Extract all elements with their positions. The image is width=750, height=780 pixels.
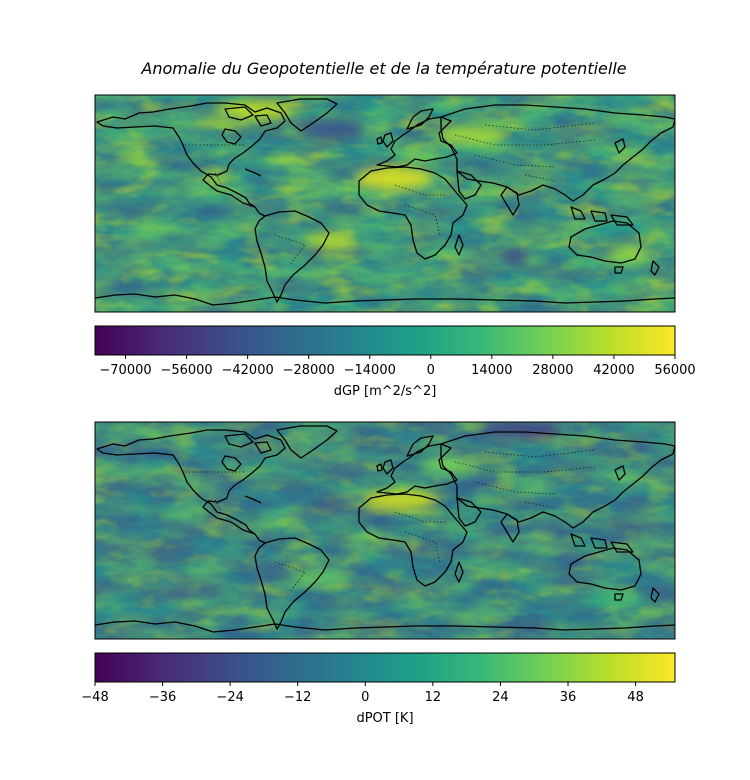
colorbar-dpot-tick-label: 24 (492, 690, 509, 705)
dpot-anomaly-southern-ocean (580, 592, 640, 608)
figure-title: Anomalie du Geopotentielle et de la temp… (140, 59, 626, 78)
dpot-anomaly-asia (480, 422, 560, 438)
colorbar-dgp-tick-label: 56000 (654, 363, 695, 378)
colorbar-dpot-label: dPOT [K] (356, 711, 413, 726)
dgp-anomaly-southern-ocean (501, 249, 529, 265)
colorbar-dgp-tick-label: −70000 (99, 363, 151, 378)
colorbar-dpot-tick-label: 0 (361, 690, 369, 705)
dgp-anomaly-sahara (355, 166, 435, 190)
colorbar-dgp-tick-label: 42000 (593, 363, 634, 378)
dgp-anomaly-arctic (215, 100, 295, 120)
colorbar-dgp-tick-label: −14000 (344, 363, 396, 378)
colorbar-dpot-tick-label: −12 (284, 690, 311, 705)
colorbar-dpot-tick-label: 48 (627, 690, 644, 705)
colorbar-dgp-tick-label: 14000 (471, 363, 512, 378)
colorbar-dgp: −70000 −56000 −42000 −28000 −14000 0 14000 2800… (94, 325, 696, 399)
colorbar-dgp-ticks: −70000 −56000 −42000 −28000 −14000 0 14000 2800… (99, 355, 696, 378)
dpot-anomaly-atlantic (308, 498, 352, 512)
colorbar-dpot-tick-label: 12 (425, 690, 442, 705)
dgp-anomaly-australia (608, 245, 652, 265)
map-panel-dgp (94, 94, 676, 313)
dgp-anomaly-europe-asia (435, 125, 505, 145)
colorbar-dgp-label: dGP [m^2/s^2] (334, 384, 437, 399)
dpot-anomaly-europe (420, 457, 480, 473)
map-panel-dpot (94, 421, 676, 640)
dgp-field-yellow-swirls (95, 95, 675, 312)
colorbar-dgp-tick-label: −42000 (222, 363, 274, 378)
map-frame-dpot (94, 421, 676, 640)
colorbar-dpot-tick-label: 36 (560, 690, 577, 705)
colorbar-dgp-tick-label: 28000 (532, 363, 573, 378)
colorbar-dgp-tick-label: −56000 (160, 363, 212, 378)
dgp-anomaly-south-pacific (304, 232, 356, 248)
colorbar-dpot: −48 −36 −24 −12 0 12 24 36 48 dPOT [K] (81, 652, 676, 726)
colorbar-dpot-tick-label: −36 (149, 690, 176, 705)
dgp-anomaly-north-atlantic (295, 120, 365, 140)
colorbar-dgp-tick-label: 0 (427, 363, 435, 378)
colorbar-dgp-gradient (94, 325, 676, 356)
colorbar-dpot-ticks: −48 −36 −24 −12 0 12 24 36 48 (81, 682, 644, 705)
map-frame-dgp (94, 94, 676, 313)
colorbar-dpot-gradient (94, 652, 676, 683)
colorbar-dgp-tick-label: −28000 (283, 363, 335, 378)
dpot-field-yellow-swirls (95, 422, 675, 639)
colorbar-dpot-tick-label: −24 (216, 690, 243, 705)
colorbar-dpot-tick-label: −48 (81, 690, 108, 705)
